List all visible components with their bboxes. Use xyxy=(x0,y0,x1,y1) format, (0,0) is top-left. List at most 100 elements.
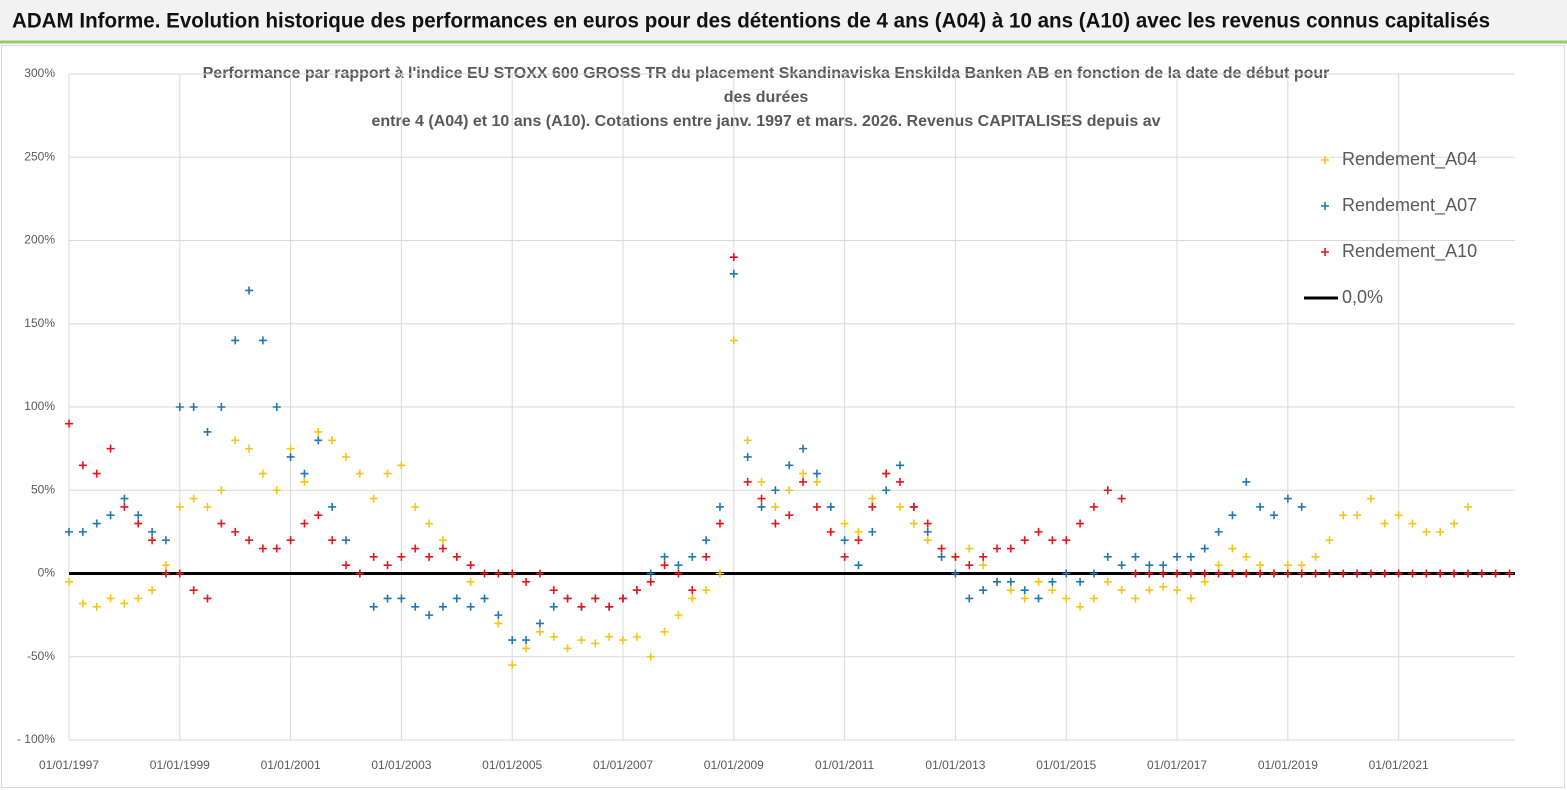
data-point xyxy=(660,552,669,561)
data-point xyxy=(1117,561,1126,570)
data-point xyxy=(1006,586,1015,595)
y-tick-label: 300% xyxy=(24,66,55,80)
data-point xyxy=(508,569,517,578)
data-point xyxy=(1491,569,1500,578)
data-point xyxy=(175,502,184,511)
data-point xyxy=(148,527,157,536)
data-point xyxy=(674,611,683,620)
data-point xyxy=(785,511,794,520)
data-point xyxy=(771,486,780,495)
data-point xyxy=(1297,561,1306,570)
data-point xyxy=(1186,594,1195,603)
data-point xyxy=(425,519,434,528)
data-point xyxy=(92,469,101,478)
data-point xyxy=(757,477,766,486)
data-point xyxy=(591,639,600,648)
data-point xyxy=(563,594,572,603)
data-point xyxy=(619,594,628,603)
data-point xyxy=(757,494,766,503)
data-point xyxy=(840,536,849,545)
data-point xyxy=(258,336,267,345)
data-point xyxy=(148,536,157,545)
data-point xyxy=(217,519,226,528)
data-point xyxy=(466,561,475,570)
data-point xyxy=(1394,511,1403,520)
data-point xyxy=(1131,552,1140,561)
data-point xyxy=(965,594,974,603)
data-point xyxy=(535,569,544,578)
data-point xyxy=(1159,561,1168,570)
data-point xyxy=(480,569,489,578)
data-point xyxy=(1214,561,1223,570)
data-point xyxy=(646,569,655,578)
data-point xyxy=(799,469,808,478)
data-point xyxy=(909,502,918,511)
data-point xyxy=(286,444,295,453)
data-point xyxy=(992,577,1001,586)
data-point xyxy=(1228,544,1237,553)
header-bar xyxy=(0,0,1567,42)
data-point xyxy=(1450,519,1459,528)
data-point xyxy=(937,552,946,561)
data-point xyxy=(300,519,309,528)
data-point xyxy=(1117,586,1126,595)
data-point xyxy=(134,519,143,528)
data-point xyxy=(1048,586,1057,595)
data-point xyxy=(522,577,531,586)
data-point xyxy=(120,599,129,608)
data-point xyxy=(1339,569,1348,578)
data-point xyxy=(217,403,226,411)
data-point xyxy=(785,486,794,495)
data-point xyxy=(231,527,240,536)
data-point xyxy=(314,427,323,436)
data-point xyxy=(702,586,711,595)
data-point xyxy=(369,602,378,611)
data-point xyxy=(577,636,586,645)
data-point xyxy=(438,602,447,611)
data-point xyxy=(272,486,281,495)
data-point xyxy=(660,561,669,570)
data-point xyxy=(549,586,558,595)
data-point xyxy=(1214,569,1223,578)
header-title: ADAM Informe. Evolution historique des p… xyxy=(12,10,1490,33)
x-tick-label: 01/01/2009 xyxy=(704,758,764,772)
data-point xyxy=(688,586,697,595)
y-tick-label: 0% xyxy=(38,566,56,580)
data-point xyxy=(1436,569,1445,578)
data-point xyxy=(1339,511,1348,520)
data-point xyxy=(702,536,711,545)
data-point xyxy=(1200,544,1209,553)
chart-title: des durées xyxy=(724,89,809,106)
x-tick-label: 01/01/2013 xyxy=(925,758,985,772)
data-point xyxy=(715,519,724,528)
data-point xyxy=(1131,594,1140,603)
data-point xyxy=(1366,569,1375,578)
data-point xyxy=(896,461,905,470)
data-point xyxy=(203,594,212,603)
data-point xyxy=(231,336,240,345)
data-point xyxy=(355,569,364,578)
data-point xyxy=(896,477,905,486)
y-tick-label: -50% xyxy=(27,649,55,663)
data-point xyxy=(840,552,849,561)
data-point xyxy=(605,632,614,641)
data-point xyxy=(272,403,281,411)
data-point xyxy=(1228,569,1237,578)
data-point xyxy=(674,561,683,570)
data-point xyxy=(78,599,87,608)
data-point xyxy=(702,552,711,561)
data-point xyxy=(1186,569,1195,578)
data-point xyxy=(743,436,752,445)
data-point xyxy=(120,502,129,511)
data-point xyxy=(1408,519,1417,528)
data-point xyxy=(854,561,863,570)
data-point xyxy=(355,469,364,478)
x-tick-label: 01/01/1999 xyxy=(150,758,210,772)
data-point xyxy=(369,494,378,503)
data-point xyxy=(508,661,517,670)
data-point xyxy=(1062,569,1071,578)
data-point xyxy=(1256,502,1265,511)
data-point xyxy=(632,586,641,595)
data-point xyxy=(1353,511,1362,520)
